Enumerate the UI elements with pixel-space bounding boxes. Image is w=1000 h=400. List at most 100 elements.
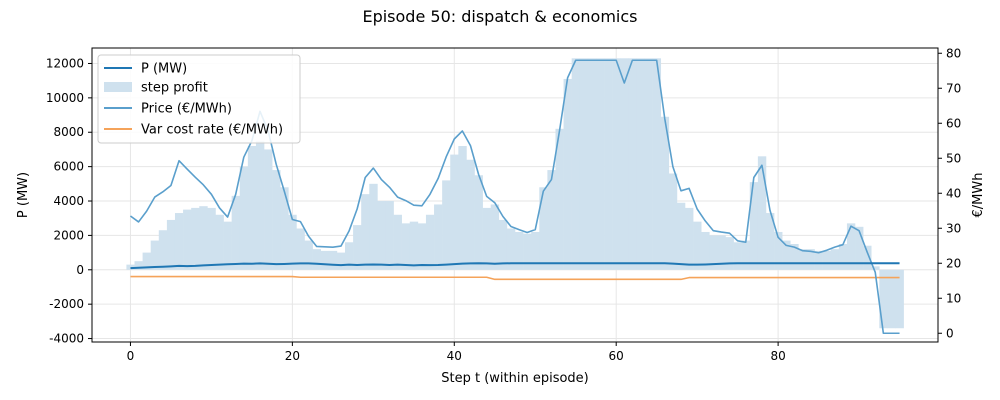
profit-bar — [838, 244, 848, 270]
y2-tick-label: 60 — [946, 116, 961, 130]
legend-label-power: P (MW) — [141, 62, 187, 77]
profit-bar — [822, 250, 832, 270]
profit-bar — [846, 223, 856, 270]
profit-bar — [863, 245, 872, 270]
profit-bar — [685, 207, 694, 270]
legend-label-varcost: Var cost rate (€/MWh) — [141, 123, 283, 138]
y-tick-label: 8000 — [53, 125, 84, 139]
y2-tick-label: 20 — [946, 256, 961, 270]
profit-bar — [887, 269, 896, 329]
profit-bar — [174, 213, 184, 270]
profit-bar — [806, 249, 815, 270]
profit-bar — [288, 214, 297, 270]
profit-bar — [676, 202, 686, 270]
profit-bar — [547, 170, 556, 270]
profit-bar — [879, 269, 888, 329]
profit-bar — [830, 249, 840, 270]
chart-title: Episode 50: dispatch & economics — [362, 7, 637, 26]
profit-bar — [515, 231, 524, 270]
profit-bar — [587, 58, 597, 270]
profit-bar — [701, 231, 710, 270]
profit-bar — [717, 235, 726, 270]
y2-axis-label: €/MWh — [971, 173, 986, 218]
profit-bar — [239, 166, 249, 270]
profit-bar — [733, 242, 742, 270]
y-tick-label: 10000 — [46, 91, 84, 105]
profit-bar — [393, 214, 402, 270]
profit-bar — [814, 250, 823, 270]
profit-bar — [474, 175, 483, 270]
profit-bar — [377, 201, 386, 270]
profit-bar — [660, 116, 670, 270]
profit-bar — [644, 58, 653, 270]
profit-bar — [523, 233, 532, 270]
profit-bar — [595, 58, 605, 270]
profit-bar — [855, 226, 864, 270]
plot-frame — [91, 47, 939, 343]
profit-bar — [798, 249, 807, 270]
x-tick-label: 20 — [285, 349, 300, 363]
legend-label-price: Price (€/MWh) — [141, 102, 232, 117]
profit-bar — [895, 269, 904, 329]
x-tick-label: 60 — [609, 349, 624, 363]
profit-bar — [482, 207, 492, 270]
profit-bar — [765, 213, 775, 270]
profit-bar — [142, 252, 151, 270]
profit-bar — [320, 250, 330, 270]
y-axis-left: -4000 -2000 0 2000 4000 6000 8000 10000 12000 — [46, 56, 92, 346]
profit-bar — [782, 240, 791, 270]
profit-bar — [417, 223, 427, 270]
profit-bar — [425, 214, 435, 270]
profit-bar — [579, 58, 589, 270]
profit-bar — [247, 146, 257, 270]
profit-bar — [620, 58, 629, 270]
x-tick-label: 40 — [447, 349, 462, 363]
profit-bar — [272, 170, 281, 270]
x-axis-label: Step t (within episode) — [441, 371, 589, 386]
profit-bar — [191, 207, 200, 270]
profit-bar — [304, 240, 313, 270]
x-tick-label: 0 — [127, 349, 135, 363]
profit-bar — [466, 159, 475, 270]
y-tick-label: 2000 — [53, 228, 84, 242]
profit-bar — [490, 204, 500, 270]
y-tick-label: -4000 — [49, 332, 84, 346]
profit-bar — [668, 173, 678, 270]
profit-bar — [555, 128, 564, 270]
profit-bar — [255, 140, 265, 270]
profit-bar — [199, 206, 208, 270]
y2-tick-label: 10 — [946, 291, 961, 305]
profit-bar — [725, 237, 734, 270]
profit-bar — [361, 194, 370, 270]
profit-bar — [150, 240, 160, 270]
y-tick-label: 4000 — [53, 194, 84, 208]
x-axis: 0 20 40 60 80 — [127, 342, 786, 363]
profit-bar — [612, 58, 621, 270]
profit-bar — [442, 180, 451, 270]
y2-tick-label: 80 — [946, 46, 961, 60]
profit-bar — [369, 183, 378, 270]
profit-bar — [223, 221, 232, 270]
profit-bar — [709, 235, 718, 270]
profit-bar — [450, 154, 459, 270]
legend-swatch-profit — [104, 82, 132, 92]
profit-bar — [344, 242, 354, 270]
profit-bar — [353, 225, 362, 270]
y2-tick-label: 40 — [946, 186, 961, 200]
y-axis-right: 0 10 20 30 40 50 60 70 80 — [938, 46, 961, 340]
profit-bar — [264, 149, 273, 270]
profit-bar — [790, 244, 799, 270]
y-tick-label: 0 — [76, 263, 84, 277]
varcost-line — [130, 275, 900, 281]
x-tick-label: 80 — [770, 349, 785, 363]
profit-bar — [741, 240, 751, 270]
profit-bar — [652, 58, 662, 270]
profit-bar — [774, 231, 783, 270]
legend-label-profit: step profit — [141, 81, 208, 96]
profit-bar — [215, 214, 224, 270]
profit-bar — [531, 231, 540, 270]
profit-bar — [571, 58, 581, 270]
profit-bar — [628, 58, 637, 270]
profit-bar — [434, 204, 443, 270]
